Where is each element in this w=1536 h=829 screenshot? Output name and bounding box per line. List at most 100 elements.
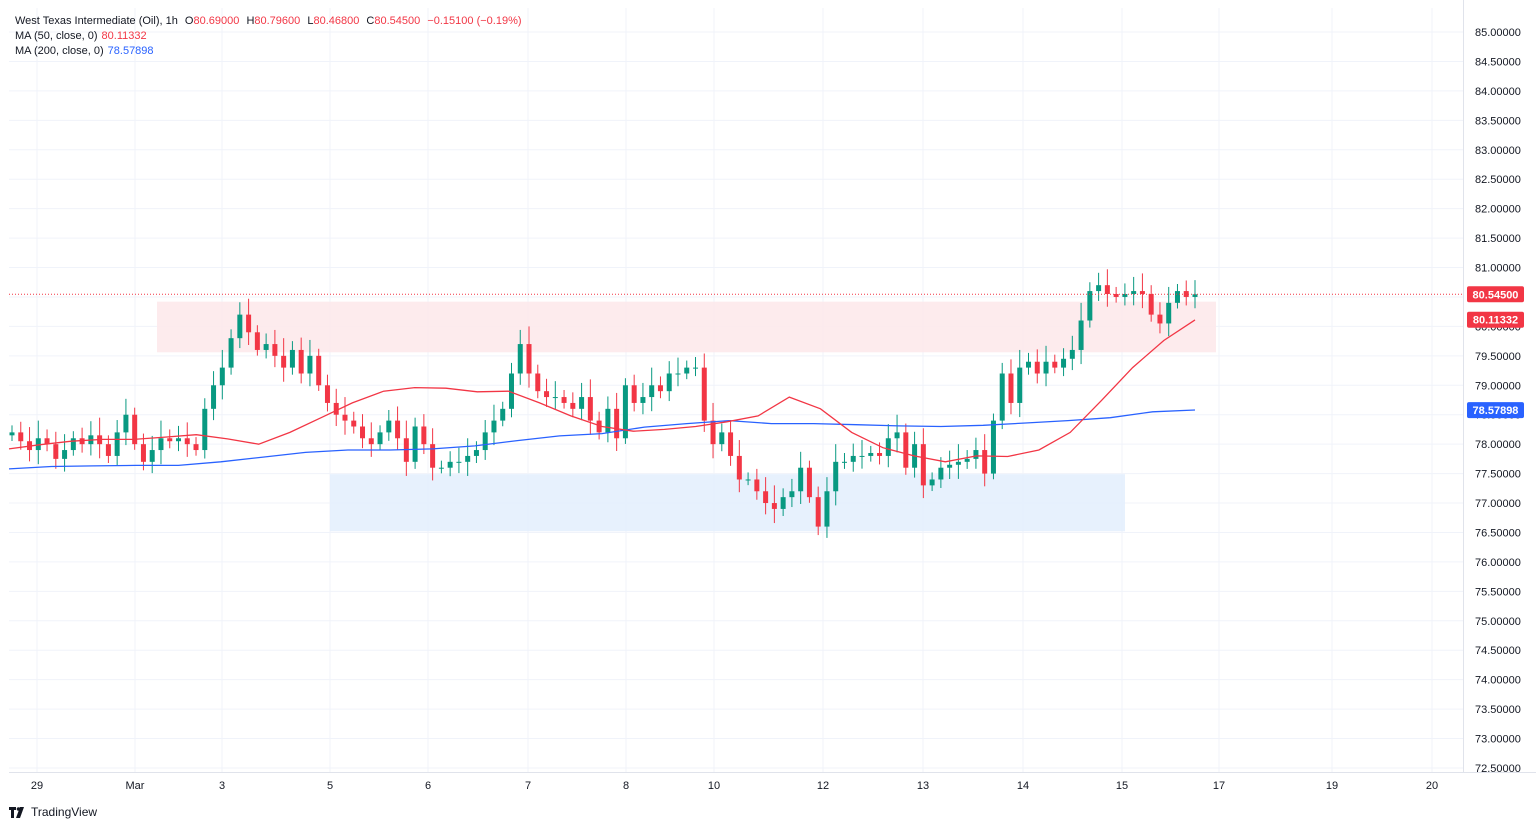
candle [657,376,663,399]
candle [324,374,330,412]
x-tick-label: 10 [708,780,720,792]
last-price-tag-bg [1467,286,1524,303]
y-tick-label: 84.50000 [1475,56,1521,68]
candle [780,488,786,516]
candle-body [167,438,173,442]
candle-body [701,367,707,421]
candle [298,337,304,384]
candle [999,362,1005,430]
candle-body [596,420,602,433]
candle [307,339,313,387]
candle-body [570,402,576,409]
candle-body [675,373,681,375]
candle [254,325,260,356]
candle [491,404,497,446]
x-tick-label: 8 [623,780,629,792]
candle [614,392,620,451]
candle [508,362,514,418]
candle [123,398,129,446]
candle-body [719,432,725,445]
candle-body [1087,291,1093,321]
candle [552,381,558,410]
y-tick-label: 73.00000 [1475,734,1521,746]
candle-body [289,349,295,368]
candle-body [395,420,401,439]
candle-body [1008,373,1014,403]
candle [622,378,628,444]
candle-body [193,444,199,451]
candle-body [500,408,506,421]
candle [579,382,585,421]
candle [430,428,436,481]
candle-body [324,385,330,403]
candle [763,477,769,515]
candle-body [140,444,146,462]
candle [850,443,856,472]
candle-body [149,450,155,462]
candle [9,425,15,441]
candle [841,452,847,469]
candle [815,486,821,536]
candle [27,427,33,462]
candle-body [1096,285,1102,292]
candle-body [666,373,672,392]
candle-body [228,338,234,368]
candle [1008,359,1014,415]
x-tick-label: 13 [917,780,929,792]
open-value: 80.69000 [193,15,240,27]
candle [158,420,164,465]
interval: 1h [165,15,178,27]
candle [219,349,225,400]
candle-body [430,444,436,468]
y-tick-label: 82.00000 [1475,204,1521,216]
candle [789,478,795,508]
candle-body [1183,291,1189,297]
legend-ma200-row[interactable]: MA (200, close, 0) 78.57898 [15,44,522,59]
y-tick-label: 73.50000 [1475,704,1521,716]
candle-body [246,314,252,333]
candle [1139,273,1145,309]
candle [342,397,348,435]
candle [184,422,190,457]
candle-body [894,432,900,439]
last-price-tag: 80.54500 [1467,286,1524,303]
candle [666,361,672,402]
candle [605,396,611,443]
candle-body [9,432,15,436]
candle-body [456,461,462,463]
candle-body [938,467,944,480]
candle [132,407,138,450]
brand-name: TradingView [31,805,98,819]
candle-body [789,491,795,498]
y-tick-label: 75.50000 [1475,586,1521,598]
candle-body [859,455,865,457]
candle [1148,285,1154,322]
candle [1131,276,1137,306]
y-tick-label: 79.00000 [1475,380,1521,392]
candle-body [491,420,497,433]
candle-body [728,432,734,456]
legend-ma50-row[interactable]: MA (50, close, 0) 80.11332 [15,29,522,44]
candle-body [211,385,217,409]
candle-body [1061,358,1067,368]
candle-body [622,385,628,439]
candle-body [272,344,278,356]
candle-body [903,432,909,468]
candle [982,434,988,487]
candle [570,392,576,418]
candle-body [526,344,532,374]
candle-body [237,314,243,339]
candle-body [508,373,514,409]
candle-body [955,461,961,465]
candle-body [1078,320,1084,350]
y-tick-label: 75.00000 [1475,616,1521,628]
candle-body [368,438,374,445]
candle [868,445,874,462]
candle [1096,272,1102,301]
tradingview-brand[interactable]: TradingView [9,805,97,819]
candle-body [53,444,59,459]
candle-body [745,479,751,481]
candle-body [44,438,50,445]
candle [1087,282,1093,328]
